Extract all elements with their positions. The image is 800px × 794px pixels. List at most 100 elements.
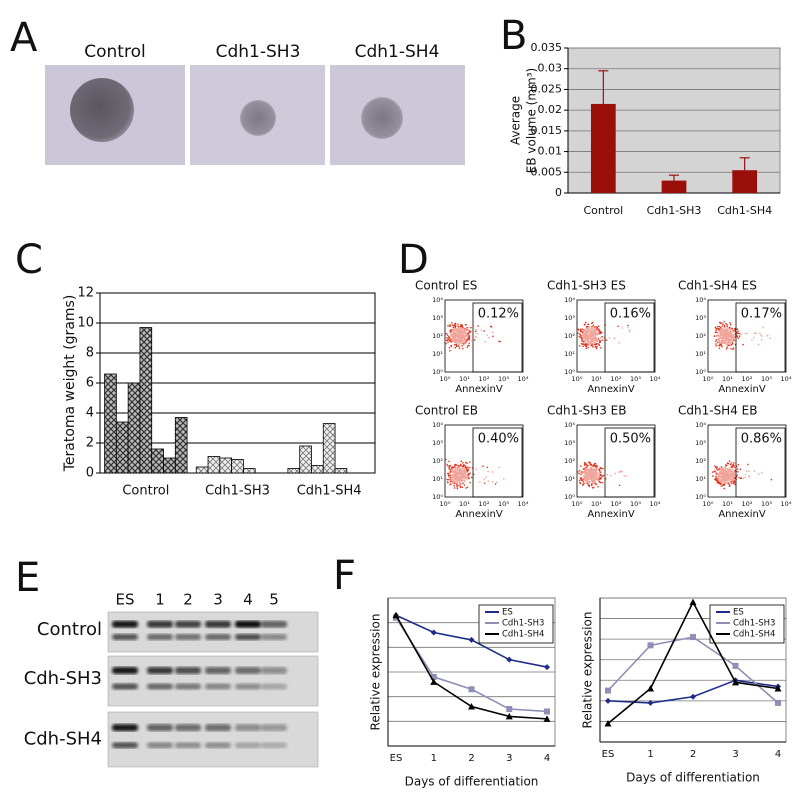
event-dot [733,466,736,469]
event-dot [460,335,463,337]
event-dot [596,329,599,332]
event-dot [598,328,600,330]
event-dot [589,331,591,334]
marker [605,697,611,704]
event-dot [483,478,485,480]
event-dot [477,325,479,327]
event-dot [725,464,728,467]
event-dot [597,485,599,488]
event-dot [730,465,733,467]
blot-band [235,724,261,732]
event-dot [454,346,457,349]
event-dot [617,325,619,328]
y-tick-label: 0.035 [531,41,563,54]
event-dot [732,481,735,483]
event-dot [449,476,451,479]
event-dot [449,324,451,326]
y-axis-label: Relative expression [581,612,595,729]
event-dot [594,345,597,348]
event-dot [483,330,485,332]
event-dot [462,482,464,484]
event-dot [593,329,595,331]
x-tick-label: Control [122,484,169,499]
y-tick-label: 10¹ [564,475,575,483]
x-tick-label: 10³ [761,500,772,508]
x-tick-label: 10¹ [722,375,733,383]
event-dot [716,481,718,484]
event-dot [589,470,592,473]
event-dot [451,324,454,326]
x-tick-label: 10² [742,500,753,508]
blot-band [205,634,231,640]
event-dot [466,474,469,477]
event-dot [729,467,731,469]
event-dot [450,341,453,343]
x-tick-label: 10⁰ [572,500,583,508]
event-dot [466,346,469,348]
event-dot [581,328,584,330]
blot-band [235,620,261,628]
event-dot [455,341,457,344]
marker [544,664,550,671]
x-tick-label: 3 [732,749,738,760]
event-dot [598,344,601,347]
event-dot [722,475,725,477]
event-dot [580,330,583,333]
event-dot [730,473,733,476]
event-dot [454,468,456,470]
event-dot [620,470,622,472]
event-dot [450,345,453,348]
event-dot [729,327,732,330]
event-dot [610,474,612,477]
event-dot [627,326,629,329]
blot-band [175,634,201,640]
event-dot [456,472,458,474]
event-dot [597,325,600,328]
event-dot [470,326,472,329]
gate-percent: 0.86% [741,432,782,447]
event-dot [466,469,469,472]
event-dot [454,338,456,341]
x-tick-label: 10⁰ [703,375,714,383]
event-dot [720,476,722,479]
lane-label: 4 [243,591,253,609]
event-dot [486,334,489,336]
blot-band [235,667,261,674]
event-dot [453,480,456,483]
event-dot [720,485,723,487]
event-dot [718,344,720,347]
event-dot [451,466,454,468]
marker [468,686,475,693]
event-dot [580,465,582,467]
event-dot [457,465,460,467]
event-dot [463,339,465,342]
event-dot [715,472,718,475]
blot-band [235,683,261,690]
event-dot [590,468,593,470]
event-dot [468,342,471,345]
event-dot [718,475,721,478]
event-dot [447,325,449,327]
event-dot [718,341,721,344]
event-dot [448,460,450,463]
event-dot [578,469,581,472]
event-dot [590,478,592,481]
event-dot [730,470,733,473]
x-tick-label: 10¹ [591,500,602,508]
event-dot [721,339,724,342]
y-tick-label: 10¹ [695,350,706,358]
event-dot [732,330,735,333]
event-dot [461,342,463,345]
marker [430,673,437,680]
y-tick-label: 10² [564,457,575,465]
event-dot [717,332,719,334]
event-dot [469,472,471,475]
event-dot [728,333,731,336]
event-dot [719,471,722,473]
y-tick-label: 10⁰ [695,368,706,376]
event-dot [718,474,720,477]
event-dot [582,340,584,342]
event-dot [454,343,456,346]
bar [127,382,141,474]
